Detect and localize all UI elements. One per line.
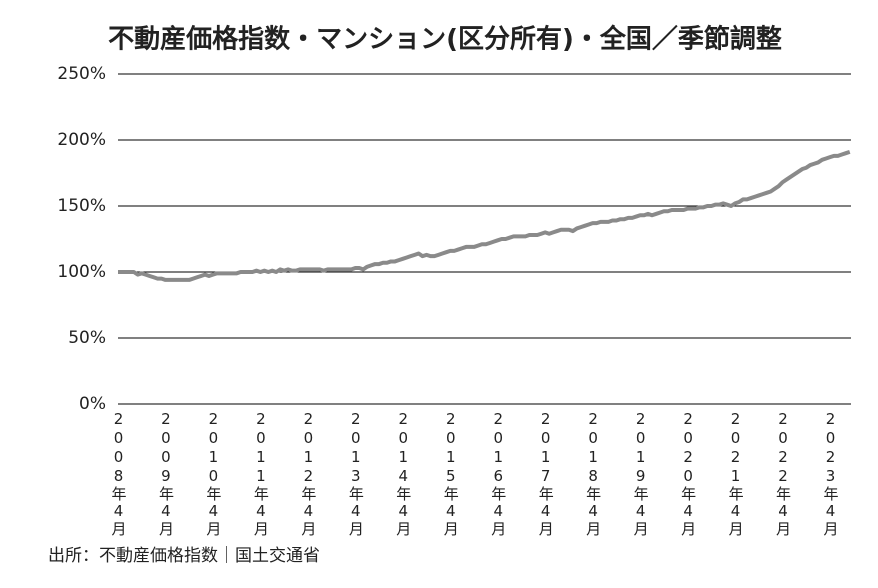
x-tick-label: 2019年4月 <box>631 410 650 537</box>
data-line <box>118 149 851 282</box>
x-tick-label: 2009年4月 <box>156 410 175 537</box>
chart-title: 不動産価格指数・マンション(区分所有)・全国／季節調整 <box>108 24 782 55</box>
x-tick-label: 2018年4月 <box>584 410 603 537</box>
x-tick-label: 2011年4月 <box>251 410 270 537</box>
y-tick-label: 50% <box>68 328 106 348</box>
x-tick-label: 2020年4月 <box>679 410 698 537</box>
x-tick-label: 2012年4月 <box>299 410 318 537</box>
y-tick-label: 200% <box>57 130 106 150</box>
x-tick-label: 2021年4月 <box>726 410 745 537</box>
x-tick-label: 2014年4月 <box>394 410 413 537</box>
x-tick-label: 2013年4月 <box>346 410 365 537</box>
x-tick-label: 2023年4月 <box>821 410 840 537</box>
x-tick-label: 2015年4月 <box>441 410 460 537</box>
x-tick-label: 2016年4月 <box>489 410 508 537</box>
y-tick-label: 0% <box>79 394 106 414</box>
x-tick-label: 2010年4月 <box>204 410 223 537</box>
y-tick-label: 100% <box>57 262 106 282</box>
x-tick-label: 2017年4月 <box>536 410 555 537</box>
y-tick-label: 250% <box>57 64 106 84</box>
x-tick-label: 2008年4月 <box>109 410 128 537</box>
x-tick-label: 2022年4月 <box>774 410 793 537</box>
source-note: 出所：不動産価格指数｜国土交通省 <box>48 546 320 566</box>
y-tick-label: 150% <box>57 196 106 216</box>
